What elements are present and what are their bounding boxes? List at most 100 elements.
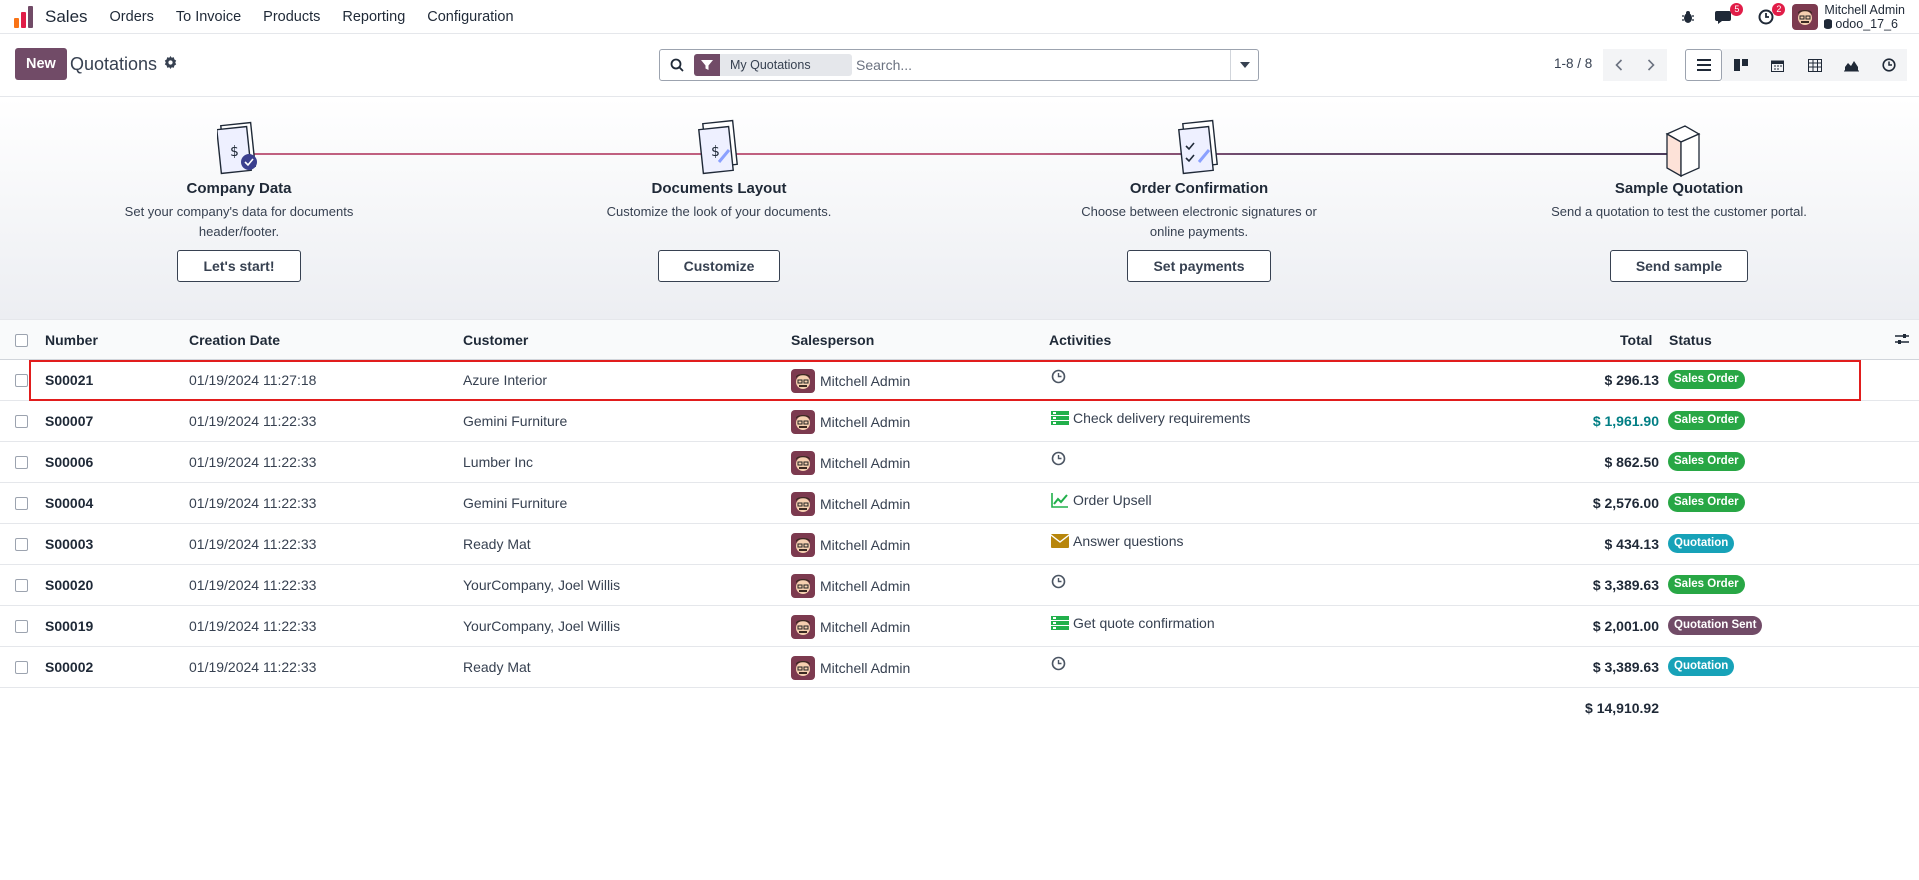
row-checkbox[interactable]	[15, 620, 28, 633]
activity[interactable]	[1051, 369, 1070, 384]
messages-button[interactable]: 5	[1712, 3, 1744, 29]
gear-icon[interactable]	[164, 56, 177, 72]
avatar[interactable]	[791, 369, 815, 393]
set-payments-button[interactable]: Set payments	[1127, 250, 1271, 282]
new-button[interactable]: New	[15, 48, 67, 80]
row-checkbox[interactable]	[15, 415, 28, 428]
activity[interactable]	[1051, 574, 1070, 589]
avatar[interactable]	[791, 451, 815, 475]
avatar[interactable]	[791, 533, 815, 557]
app-brand[interactable]: Sales	[45, 6, 88, 26]
list-view-button[interactable]	[1685, 49, 1722, 81]
salesperson: Mitchell Admin	[791, 574, 910, 598]
order-number: S00020	[45, 577, 94, 593]
clock-icon[interactable]	[1051, 574, 1066, 589]
pager-value[interactable]: 1-8 / 8	[1554, 56, 1593, 71]
table-row[interactable]: S00021 01/19/2024 11:27:18 Azure Interior M…	[0, 360, 1919, 401]
row-checkbox[interactable]	[15, 661, 28, 674]
envelope-icon[interactable]	[1051, 534, 1069, 548]
activity[interactable]: Check delivery requirements	[1051, 410, 1250, 426]
status-badge: Sales Order	[1668, 411, 1745, 430]
row-checkbox[interactable]	[15, 497, 28, 510]
kanban-view-button[interactable]	[1722, 49, 1759, 81]
status-badge: Sales Order	[1668, 575, 1745, 594]
search-options-toggle[interactable]	[1230, 50, 1258, 80]
optional-columns-icon[interactable]	[1895, 333, 1909, 349]
menu-configuration[interactable]: Configuration	[427, 8, 514, 25]
menu-reporting[interactable]: Reporting	[342, 8, 406, 25]
table-row[interactable]: S00003 01/19/2024 11:22:33 Ready Mat Mitche…	[0, 524, 1919, 565]
creation-date: 01/19/2024 11:22:33	[189, 454, 317, 470]
creation-date: 01/19/2024 11:22:33	[189, 536, 317, 552]
status-badge: Sales Order	[1668, 493, 1745, 512]
clock-icon[interactable]	[1051, 451, 1066, 466]
lets-start-button[interactable]: Let's start!	[177, 250, 301, 282]
table-header: Number Creation Date Customer Salesperso…	[0, 320, 1919, 360]
onboarding-step-title: Documents Layout	[651, 180, 787, 197]
clock-icon[interactable]	[1051, 656, 1066, 671]
row-checkbox[interactable]	[15, 579, 28, 592]
row-checkbox[interactable]	[15, 374, 28, 387]
calendar-view-button[interactable]	[1759, 49, 1796, 81]
menu-orders[interactable]: Orders	[109, 8, 154, 25]
activity-view-button[interactable]	[1870, 49, 1907, 81]
table-row[interactable]: S00007 01/19/2024 11:22:33 Gemini Furnitur…	[0, 401, 1919, 442]
upsell-icon[interactable]	[1051, 492, 1069, 508]
database-icon	[1824, 19, 1833, 29]
clock-icon[interactable]	[1051, 369, 1066, 384]
column-creation-date[interactable]: Creation Date	[189, 332, 281, 348]
pager-next-button[interactable]	[1635, 49, 1667, 81]
tasks-icon[interactable]	[1051, 411, 1069, 425]
table-icon	[1807, 58, 1822, 72]
avatar	[1792, 4, 1819, 30]
table-row[interactable]: S00004 01/19/2024 11:22:33 Gemini Furnitur…	[0, 483, 1919, 524]
customer-name: YourCompany, Joel Willis	[463, 618, 621, 634]
avatar[interactable]	[791, 410, 815, 434]
search-input[interactable]	[852, 51, 1230, 79]
avatar[interactable]	[791, 656, 815, 680]
order-number: S00006	[45, 454, 94, 470]
activity[interactable]: Answer questions	[1051, 533, 1184, 549]
column-number[interactable]: Number	[45, 332, 98, 348]
table-row[interactable]: S00020 01/19/2024 11:22:33 YourCompany, Jo…	[0, 565, 1919, 606]
order-number: S00021	[45, 372, 94, 388]
row-checkbox[interactable]	[15, 538, 28, 551]
sales-app-icon[interactable]	[14, 5, 36, 28]
svg-text:$: $	[230, 144, 239, 160]
activity[interactable]	[1051, 451, 1070, 466]
avatar[interactable]	[791, 492, 815, 516]
column-activities[interactable]: Activities	[1049, 332, 1112, 348]
menu-to-invoice[interactable]: To Invoice	[175, 8, 242, 25]
table-row[interactable]: S00002 01/19/2024 11:22:33 Ready Mat Mitche…	[0, 647, 1919, 688]
tasks-icon[interactable]	[1051, 616, 1069, 630]
activity[interactable]	[1051, 656, 1070, 671]
status-badge: Quotation Sent	[1668, 616, 1763, 635]
row-checkbox[interactable]	[15, 456, 28, 469]
graph-view-button[interactable]	[1833, 49, 1870, 81]
chevron-right-icon	[1647, 59, 1655, 71]
filter-facet[interactable]: My Quotations	[694, 54, 852, 76]
activity[interactable]: Get quote confirmation	[1051, 615, 1215, 631]
table-row[interactable]: S00019 01/19/2024 11:22:33 YourCompany, Jo…	[0, 606, 1919, 647]
pager-previous-button[interactable]	[1603, 49, 1635, 81]
order-confirmation-icon	[1178, 119, 1218, 175]
customize-button[interactable]: Customize	[657, 250, 781, 282]
user-menu[interactable]: Mitchell Admin odoo_17_6	[1792, 3, 1905, 31]
send-sample-button[interactable]: Send sample	[1609, 250, 1749, 282]
column-salesperson[interactable]: Salesperson	[791, 332, 875, 348]
column-customer[interactable]: Customer	[463, 332, 529, 348]
select-all-checkbox[interactable]	[15, 334, 28, 347]
onboarding-step-description: Set your company's data for documents he…	[124, 204, 354, 239]
order-number: S00002	[45, 659, 94, 675]
table-row[interactable]: S00006 01/19/2024 11:22:33 Lumber Inc Mitch…	[0, 442, 1919, 483]
menu-products[interactable]: Products	[263, 8, 321, 25]
pivot-view-button[interactable]	[1796, 49, 1833, 81]
activities-button[interactable]: 2	[1754, 3, 1786, 29]
search-icon[interactable]	[660, 58, 694, 72]
avatar[interactable]	[791, 615, 815, 639]
bug-icon[interactable]	[1676, 5, 1700, 29]
activity[interactable]: Order Upsell	[1051, 492, 1152, 508]
column-total[interactable]: Total	[1620, 332, 1653, 348]
avatar[interactable]	[791, 574, 815, 598]
column-status[interactable]: Status	[1669, 332, 1712, 348]
